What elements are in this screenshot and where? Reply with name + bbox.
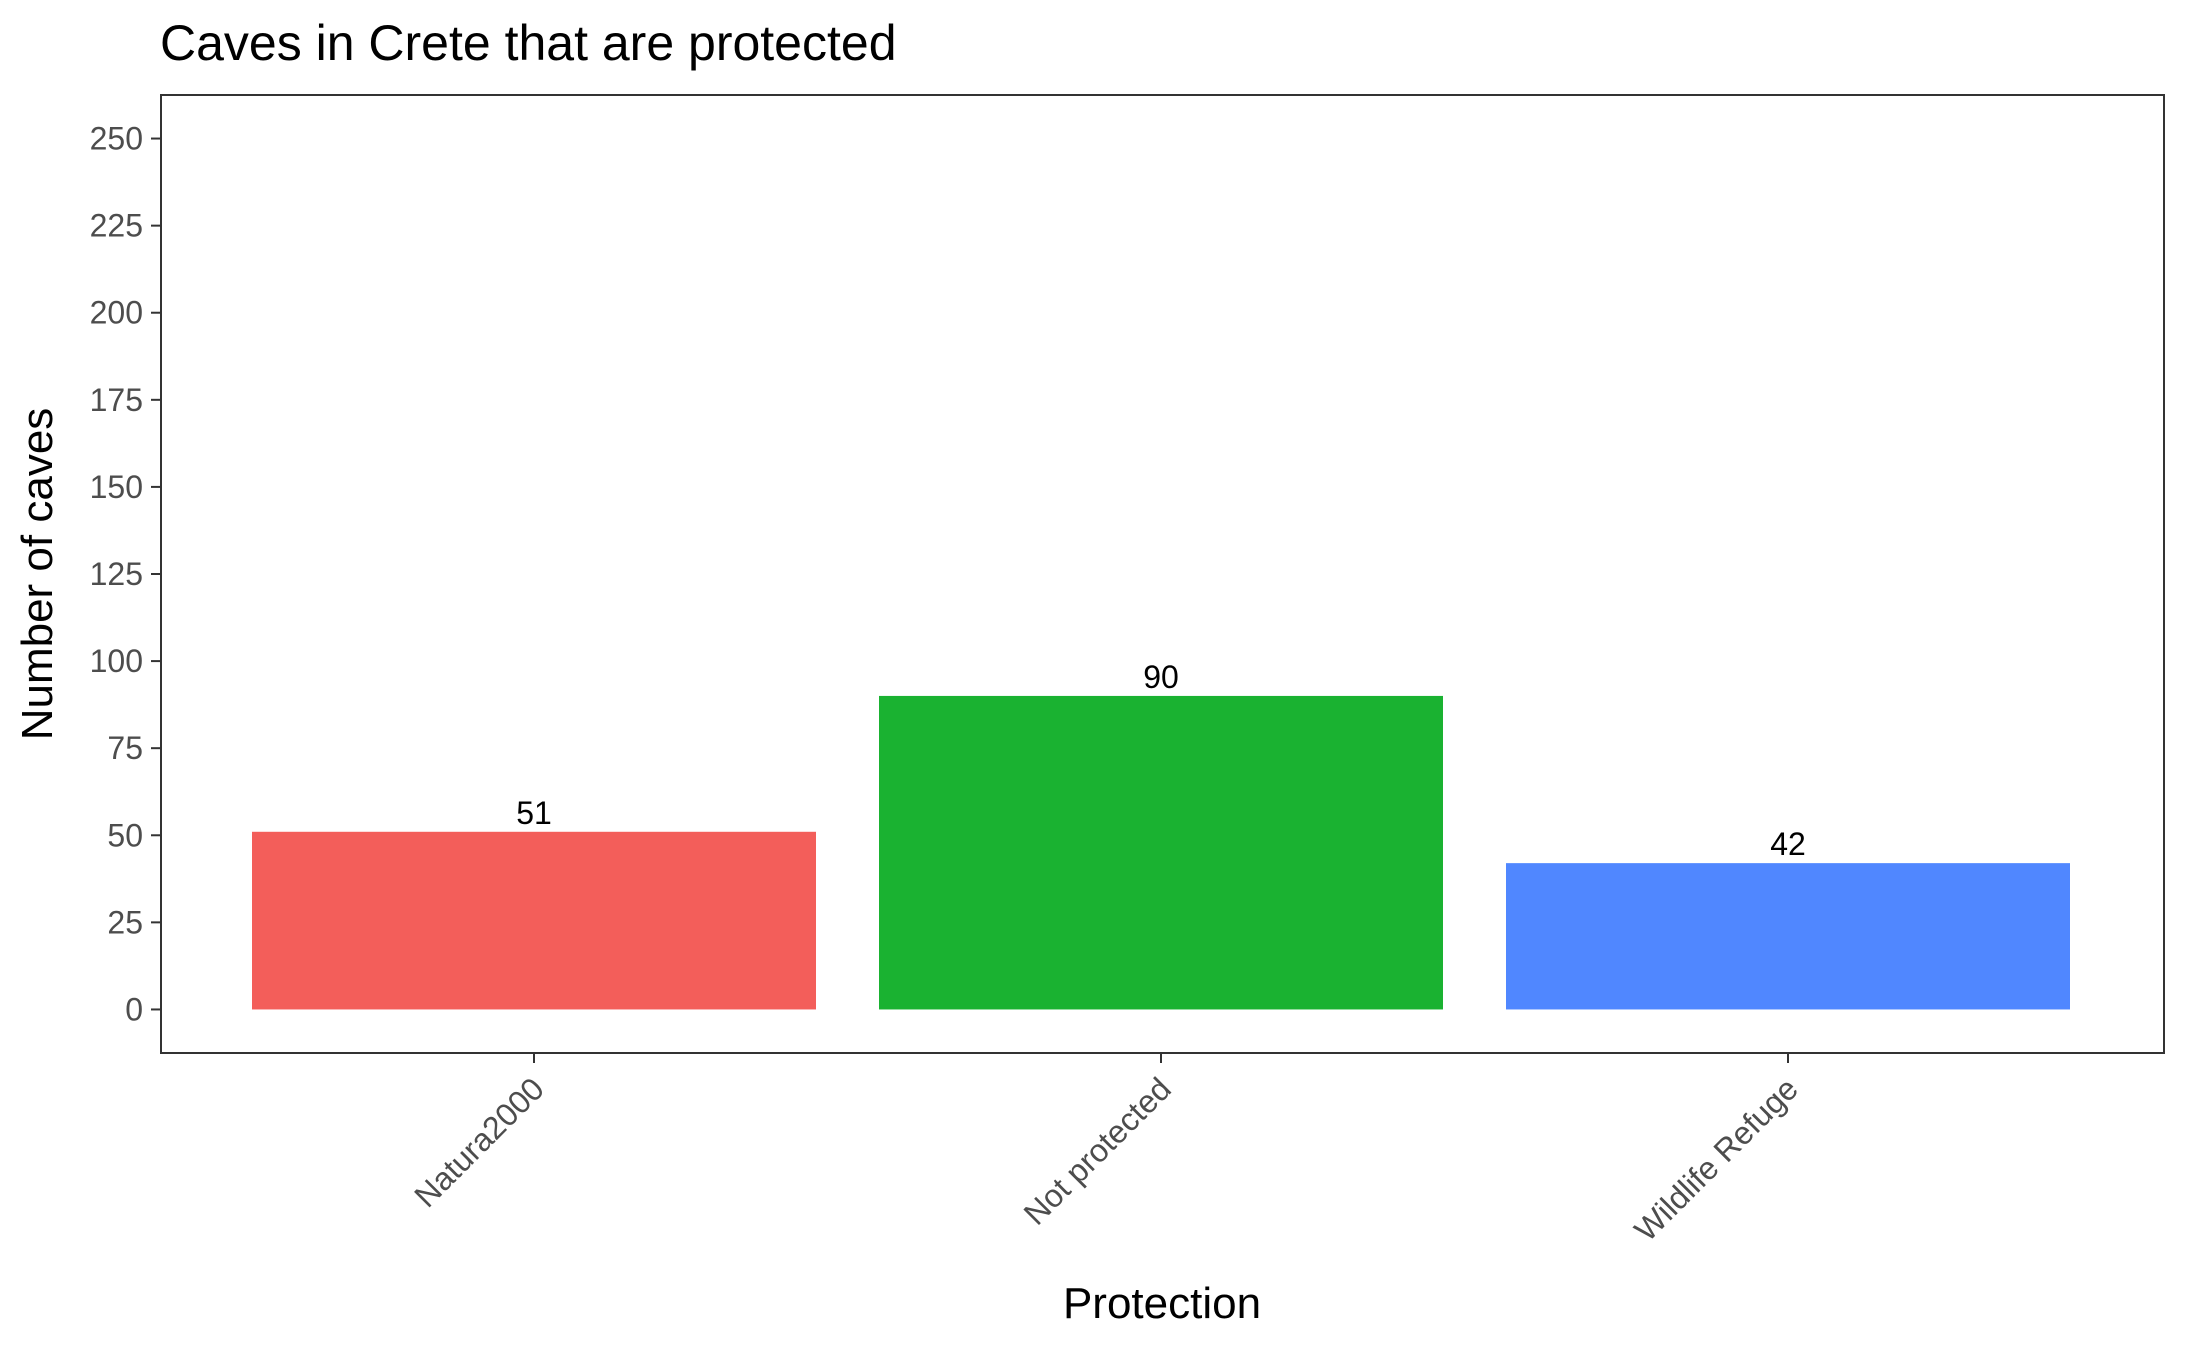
y-tick-label: 100	[90, 643, 143, 679]
y-tick-label: 250	[90, 121, 143, 157]
y-tick-label: 125	[90, 556, 143, 592]
bars	[252, 695, 2070, 1010]
y-axis: 0 25 50 75 100 125 150 175 200 225 250	[90, 121, 161, 1027]
x-tick-label: Natura2000	[407, 1070, 551, 1214]
y-tick-label: 225	[90, 208, 143, 244]
bar-value-label: 42	[1770, 826, 1806, 862]
bar-value-label: 51	[516, 795, 552, 831]
y-tick-label: 50	[107, 817, 143, 853]
x-axis-title: Protection	[1063, 1279, 1261, 1328]
y-tick-label: 150	[90, 469, 143, 505]
bar	[1506, 863, 2070, 1010]
x-axis: Natura2000 Not protected Wildlife Refuge	[407, 1053, 1805, 1248]
bar	[252, 831, 816, 1010]
x-tick-label: Wildlife Refuge	[1627, 1070, 1805, 1248]
y-tick-label: 175	[90, 382, 143, 418]
x-tick-label: Not protected	[1017, 1070, 1178, 1231]
bar	[879, 695, 1443, 1010]
y-tick-label: 75	[107, 730, 143, 766]
y-tick-label: 25	[107, 904, 143, 940]
y-tick-label: 200	[90, 295, 143, 331]
y-tick-label: 0	[125, 991, 143, 1027]
bar-value-label: 90	[1143, 659, 1179, 695]
y-axis-title: Number of caves	[13, 408, 62, 741]
chart-title: Caves in Crete that are protected	[160, 15, 897, 71]
data-labels: 51 90 42	[516, 659, 1806, 862]
